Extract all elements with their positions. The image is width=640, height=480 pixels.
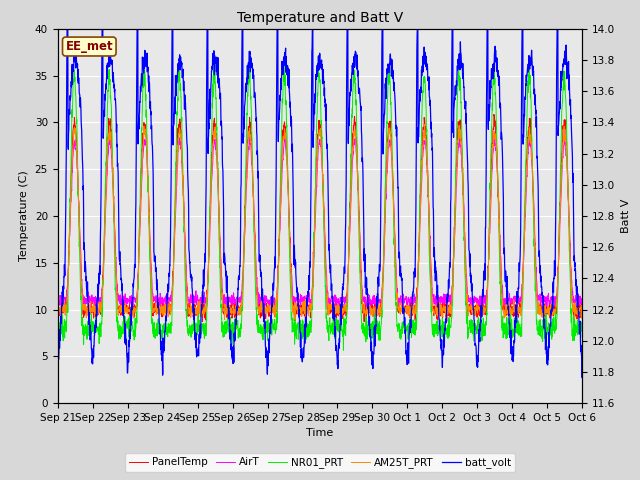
batt_volt — [63, 26, 71, 32]
Line: PanelTemp: PanelTemp — [58, 114, 582, 322]
AirT — [532, 275, 540, 281]
Y-axis label: Batt V: Batt V — [621, 199, 631, 233]
AirT — [116, 307, 124, 312]
batt_volt — [54, 357, 61, 362]
AirT — [200, 289, 208, 295]
AM25T_PRT — [421, 121, 429, 127]
X-axis label: Time: Time — [307, 429, 333, 438]
AirT — [54, 296, 61, 302]
Y-axis label: Temperature (C): Temperature (C) — [19, 170, 29, 262]
PanelTemp — [200, 300, 208, 306]
NR01_PRT — [340, 348, 348, 353]
batt_volt — [335, 346, 343, 351]
PanelTemp — [490, 111, 498, 117]
AM25T_PRT — [221, 317, 228, 323]
batt_volt — [579, 375, 586, 381]
PanelTemp — [547, 307, 555, 312]
batt_volt — [472, 355, 480, 360]
PanelTemp — [532, 294, 540, 300]
batt_volt — [547, 319, 555, 324]
AM25T_PRT — [547, 306, 555, 312]
AM25T_PRT — [200, 311, 208, 316]
NR01_PRT — [579, 323, 586, 328]
PanelTemp — [346, 205, 354, 211]
AM25T_PRT — [473, 306, 481, 312]
Legend: PanelTemp, AirT, NR01_PRT, AM25T_PRT, batt_volt: PanelTemp, AirT, NR01_PRT, AM25T_PRT, ba… — [125, 453, 515, 472]
Title: Temperature and Batt V: Temperature and Batt V — [237, 11, 403, 25]
AM25T_PRT — [532, 290, 540, 296]
NR01_PRT — [211, 62, 219, 68]
Line: AM25T_PRT: AM25T_PRT — [58, 124, 582, 320]
NR01_PRT — [473, 327, 481, 333]
NR01_PRT — [54, 318, 61, 324]
NR01_PRT — [200, 321, 208, 326]
batt_volt — [347, 87, 355, 93]
PanelTemp — [579, 305, 586, 311]
AM25T_PRT — [347, 200, 355, 206]
AM25T_PRT — [54, 310, 61, 315]
Text: EE_met: EE_met — [65, 40, 113, 53]
PanelTemp — [54, 307, 61, 313]
batt_volt — [532, 124, 540, 130]
Line: batt_volt: batt_volt — [58, 29, 582, 378]
AM25T_PRT — [335, 309, 343, 315]
AirT — [335, 299, 343, 304]
Line: AirT: AirT — [58, 134, 582, 310]
AirT — [547, 296, 555, 302]
AM25T_PRT — [579, 312, 586, 318]
Line: NR01_PRT: NR01_PRT — [58, 65, 582, 350]
AirT — [347, 204, 355, 210]
AirT — [579, 300, 586, 306]
batt_volt — [200, 272, 208, 277]
NR01_PRT — [532, 321, 540, 327]
NR01_PRT — [335, 321, 343, 327]
batt_volt — [579, 348, 586, 354]
PanelTemp — [335, 309, 342, 315]
NR01_PRT — [547, 329, 555, 335]
AirT — [473, 300, 481, 305]
AirT — [106, 131, 114, 137]
PanelTemp — [360, 319, 368, 324]
PanelTemp — [472, 309, 480, 314]
NR01_PRT — [347, 152, 355, 157]
